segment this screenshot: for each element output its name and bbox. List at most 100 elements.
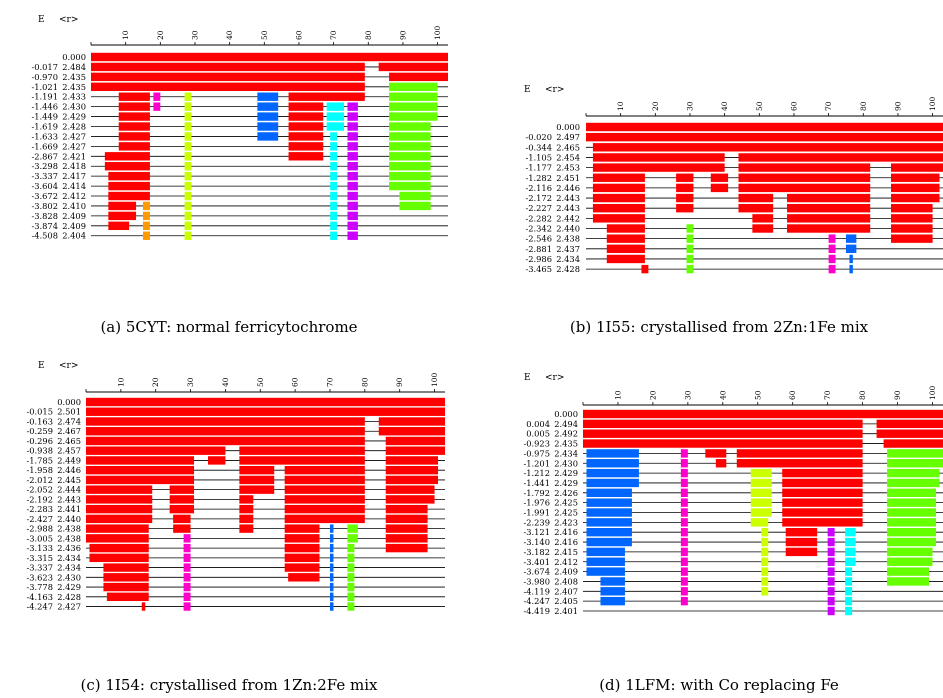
- segment-bar: [385, 495, 435, 504]
- radius-value: 2.404: [62, 231, 86, 241]
- segment-bar: [284, 553, 320, 563]
- segment-bar: [827, 537, 835, 547]
- state-row: 2.415 -3.182: [523, 547, 943, 557]
- segment-bar: [284, 543, 320, 553]
- segment-bar: [680, 459, 688, 468]
- segment-bar: [86, 514, 153, 524]
- segment-bar: [782, 518, 863, 527]
- radius-value: 2.497: [556, 132, 580, 142]
- energy-value: -4.419: [523, 606, 550, 616]
- radius-value: 2.409: [62, 211, 86, 221]
- state-row: 2.465 -0.296: [26, 436, 445, 446]
- radius-value: 2.465: [57, 436, 81, 446]
- segment-bar: [887, 567, 930, 576]
- state-row: 2.453 -1.177: [525, 163, 943, 173]
- segment-bar: [680, 498, 688, 507]
- state-row: 2.418 -3.298: [31, 161, 448, 171]
- radius-value: 2.427: [57, 602, 81, 612]
- segment-bar: [752, 224, 774, 233]
- segment-bar: [108, 191, 150, 201]
- radius-value: 2.429: [554, 478, 578, 488]
- segment-bar: [86, 417, 365, 426]
- segment-bar: [284, 475, 365, 485]
- segment-bar: [330, 221, 338, 231]
- energy-value: -0.015: [26, 407, 53, 417]
- segment-bar: [347, 602, 355, 611]
- segment-bar: [750, 468, 772, 478]
- segment-bar: [828, 264, 836, 274]
- state-row: 2.427 -1.633: [31, 131, 448, 141]
- radius-value: 2.423: [554, 517, 578, 527]
- segment-bar: [891, 224, 933, 233]
- x-tick-label: 70: [824, 101, 833, 111]
- radius-value: 2.414: [62, 181, 86, 191]
- segment-bar: [239, 446, 365, 455]
- state-row: 2.442 -2.282: [525, 213, 943, 223]
- segment-bar: [586, 537, 632, 547]
- segment-bar: [330, 142, 338, 151]
- segment-bar: [385, 475, 439, 485]
- segment-bar: [827, 547, 835, 557]
- segment-bar: [586, 449, 639, 458]
- state-row: 2.412 -3.401: [523, 557, 943, 567]
- segment-bar: [184, 112, 192, 121]
- radius-value: 2.440: [556, 224, 580, 234]
- segment-bar: [347, 171, 358, 181]
- segment-bar: [586, 557, 625, 566]
- segment-bar: [586, 498, 632, 507]
- segment-bar: [680, 488, 688, 497]
- segment-bar: [347, 211, 358, 221]
- segment-bar: [845, 587, 853, 596]
- segment-bar: [347, 201, 358, 211]
- radius-value: 2.417: [62, 171, 86, 181]
- radius-value: 2.425: [554, 498, 578, 508]
- segment-bar: [142, 221, 150, 231]
- segment-bar: [680, 596, 688, 606]
- segment-bar: [845, 244, 857, 253]
- energy-value: -1.021: [31, 82, 58, 92]
- segment-bar: [686, 254, 694, 264]
- segment-bar: [761, 537, 769, 547]
- segment-bar: [169, 504, 195, 514]
- radius-value: 0.000: [556, 122, 580, 132]
- segment-bar: [887, 459, 943, 468]
- segment-bar: [887, 478, 940, 488]
- segment-bar: [710, 183, 729, 193]
- segment-bar: [385, 534, 428, 543]
- x-tick-label: 70: [325, 377, 334, 387]
- segment-bar: [103, 573, 149, 582]
- segment-bar: [184, 211, 192, 221]
- segment-bar: [827, 596, 835, 606]
- segment-bar: [887, 468, 940, 478]
- x-tick-label: 10: [613, 390, 622, 400]
- segment-bar: [606, 234, 645, 243]
- segment-bar: [389, 181, 431, 191]
- segment-bar: [329, 553, 334, 563]
- segment-bar: [284, 534, 320, 543]
- panel-caption: (b) 1I55: crystallised from 2Zn:1Fe mix: [570, 318, 869, 336]
- segment-bar: [738, 163, 871, 172]
- segment-bar: [86, 524, 149, 533]
- state-row: 2.417 -3.337: [31, 171, 448, 181]
- state-row: 2.454 -1.105: [525, 152, 943, 162]
- segment-bar: [330, 132, 338, 141]
- state-row: 2.429 -3.778: [26, 582, 445, 592]
- energy-value: -1.976: [523, 498, 550, 508]
- segment-bar: [761, 567, 769, 576]
- segment-bar: [891, 183, 940, 193]
- radius-value: 2.429: [554, 468, 578, 478]
- segment-bar: [207, 456, 226, 465]
- segment-bar: [782, 478, 863, 488]
- segment-bar: [108, 211, 137, 221]
- segment-bar: [108, 181, 150, 191]
- state-row: 2.434 -2.986: [525, 254, 943, 264]
- segment-bar: [184, 142, 192, 151]
- segment-bar: [329, 582, 334, 592]
- energy-header: E: [524, 85, 531, 95]
- state-row: 2.457 -0.938: [26, 446, 445, 456]
- state-row: 2.494 0.004: [526, 419, 943, 429]
- state-row: 2.407 -4.119: [523, 586, 943, 596]
- segment-bar: [86, 465, 195, 475]
- segment-bar: [592, 204, 645, 213]
